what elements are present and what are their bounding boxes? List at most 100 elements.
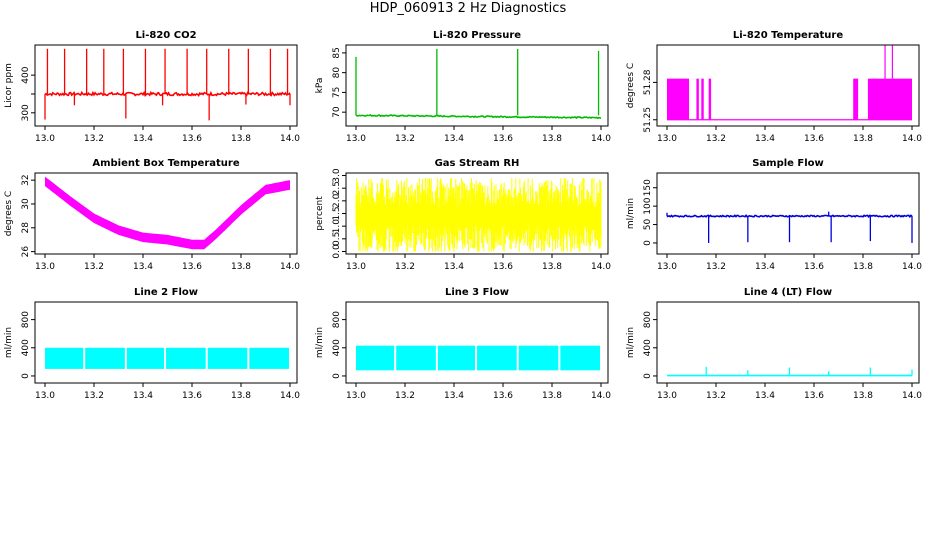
x-tick-label: 14.0 (902, 134, 922, 144)
x-tick-label: 13.8 (231, 262, 251, 272)
y-tick-label: 0 (332, 373, 342, 379)
x-tick-label: 13.6 (493, 134, 513, 144)
x-tick-label: 13.4 (133, 262, 153, 272)
x-tick-label: 13.6 (493, 262, 513, 272)
flow-block (356, 345, 395, 371)
x-tick-label: 13.2 (395, 134, 415, 144)
flow-block (166, 347, 206, 369)
y-tick-label: 400 (21, 66, 31, 83)
x-tick-label: 13.6 (804, 134, 824, 144)
x-tick-label: 13.6 (804, 262, 824, 272)
flow-block (437, 345, 476, 371)
x-tick-label: 13.0 (657, 134, 677, 144)
y-axis-label: ml/min (626, 198, 636, 229)
x-tick-label: 14.0 (280, 262, 300, 272)
chart-panel-9: Line 4 (LT) Flow ml/min 13.0 13.2 13.4 13.6 13… (626, 287, 922, 401)
x-tick-label: 13.6 (493, 391, 513, 401)
flow-block (518, 345, 559, 371)
x-tick-label: 13.0 (35, 134, 55, 144)
x-tick-label: 14.0 (591, 391, 611, 401)
x-tick-label: 13.0 (346, 134, 366, 144)
y-tick-label: 400 (332, 339, 342, 356)
x-tick-label: 14.0 (280, 134, 300, 144)
plot-frame (345, 301, 609, 384)
x-tick-label: 13.8 (853, 134, 873, 144)
y-axis-label: percent (315, 196, 325, 231)
x-tick-label: 13.2 (84, 391, 104, 401)
x-tick-label: 13.8 (853, 391, 873, 401)
y-axis-label: degrees C (4, 191, 14, 236)
y-tick-label: 400 (21, 339, 31, 356)
x-tick-label: 13.0 (35, 262, 55, 272)
chart-panel-5: Gas Stream RH percent 13.0 13.2 13.4 13.6 13.8… (315, 158, 611, 272)
chart-title: Li-820 Pressure (433, 30, 521, 41)
x-tick-label: 13.0 (35, 391, 55, 401)
y-tick-label: 1.5 (332, 206, 342, 220)
chart-title: Li-820 Temperature (733, 30, 843, 41)
chart-title: Sample Flow (752, 158, 824, 169)
x-tick-label: 13.8 (853, 262, 873, 272)
series-line (666, 214, 913, 219)
flow-block (396, 345, 436, 371)
series-line (355, 114, 602, 120)
x-tick-label: 13.8 (542, 391, 562, 401)
x-tick-label: 13.8 (231, 391, 251, 401)
chart-title: Line 4 (LT) Flow (744, 287, 832, 298)
series-band (45, 176, 290, 250)
x-tick-label: 13.0 (657, 262, 677, 272)
flow-block (249, 347, 289, 369)
y-tick-label: 2.0 (332, 193, 342, 208)
x-tick-label: 13.8 (231, 134, 251, 144)
y-tick-label: 3.0 (332, 168, 342, 183)
y-tick-label: 26 (21, 246, 31, 258)
x-tick-label: 14.0 (902, 262, 922, 272)
chart-panel-2: Li-820 Pressure kPa 13.0 13.2 13.4 13.6 13.8 14… (315, 30, 611, 144)
y-tick-label: 80 (332, 67, 342, 79)
series-line (44, 90, 291, 97)
square-wave-block (696, 78, 699, 120)
y-tick-label: 400 (643, 339, 653, 356)
y-tick-label: 0.0 (332, 244, 342, 259)
x-tick-label: 13.6 (182, 391, 202, 401)
y-axis-label: Licor ppm (4, 63, 14, 108)
square-wave-block (853, 78, 859, 120)
flow-block (45, 347, 84, 369)
x-tick-label: 13.4 (755, 134, 775, 144)
plot-frame (656, 301, 920, 384)
y-tick-label: 51.28 (643, 69, 653, 95)
series-noise (355, 178, 602, 252)
y-tick-label: 0 (21, 373, 31, 379)
x-tick-label: 13.4 (755, 262, 775, 272)
x-tick-label: 13.2 (84, 134, 104, 144)
square-wave-block (667, 78, 690, 120)
plot-frame (34, 172, 298, 255)
x-tick-label: 13.2 (706, 391, 726, 401)
x-tick-label: 13.0 (346, 391, 366, 401)
square-wave-block (708, 78, 712, 120)
y-tick-label: 0.5 (332, 232, 342, 246)
plot-frame (34, 44, 298, 127)
y-axis-label: ml/min (315, 327, 325, 358)
y-tick-label: 28 (21, 222, 31, 234)
y-tick-label: 0 (643, 240, 653, 246)
y-tick-label: 75 (332, 87, 342, 98)
x-tick-label: 13.2 (706, 262, 726, 272)
y-tick-label: 800 (21, 311, 31, 328)
x-tick-label: 13.0 (657, 391, 677, 401)
flow-block (477, 345, 517, 371)
y-tick-label: 100 (643, 197, 653, 214)
plot-frame (656, 44, 920, 127)
y-axis-label: ml/min (626, 327, 636, 358)
y-tick-label: 800 (332, 311, 342, 328)
figure-title: HDP_060913 2 Hz Diagnostics (369, 1, 567, 16)
square-wave-block (701, 78, 704, 120)
flow-block (126, 347, 165, 369)
chart-panel-1: Li-820 CO2 Licor ppm 13.0 13.2 13.4 13.6 13.8 1… (4, 30, 300, 144)
x-tick-label: 13.4 (444, 391, 464, 401)
y-tick-label: 85 (332, 47, 342, 58)
chart-title: Li-820 CO2 (135, 30, 196, 41)
y-tick-label: 800 (643, 311, 653, 328)
x-tick-label: 14.0 (280, 391, 300, 401)
y-axis-label: kPa (315, 78, 325, 94)
